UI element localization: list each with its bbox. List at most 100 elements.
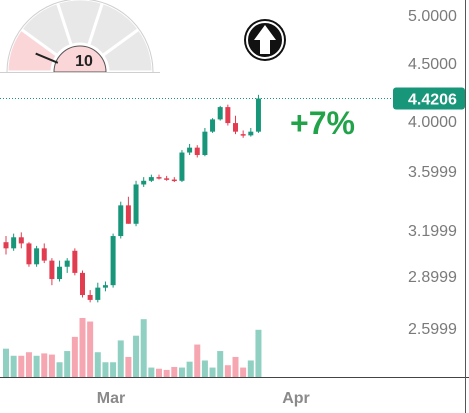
volume-bar: [156, 368, 162, 377]
candle-body: [72, 250, 78, 273]
y-tick-label: 4.0000: [408, 114, 457, 131]
candle-body: [233, 123, 238, 132]
volume-bar: [194, 344, 201, 377]
candle: [133, 180, 139, 227]
candle-body: [240, 134, 246, 136]
candle-body: [26, 243, 32, 265]
candle-body: [255, 98, 261, 132]
volume-bar: [140, 319, 147, 377]
change-percent-label: +7%: [290, 105, 355, 141]
gauge-hub: [53, 45, 107, 73]
candle: [148, 174, 154, 183]
candle: [18, 232, 24, 249]
candle: [34, 245, 40, 267]
gauge-value: 10: [75, 53, 93, 70]
candle-body: [125, 205, 131, 224]
volume-bar: [25, 352, 32, 377]
x-tick-label: Apr: [282, 390, 310, 407]
y-tick-label: 2.5999: [408, 321, 457, 338]
candle: [194, 145, 200, 158]
candle-body: [57, 266, 63, 280]
candle-body: [141, 180, 147, 185]
candle-body: [49, 260, 55, 280]
last-price-label: 4.4206: [408, 92, 457, 109]
volume-bar: [148, 367, 155, 377]
candle: [11, 233, 17, 251]
candle-body: [148, 177, 154, 181]
candle-body: [95, 287, 101, 300]
candle: [141, 177, 147, 187]
candle: [187, 143, 193, 155]
candle: [95, 282, 101, 303]
volume-bar: [87, 321, 94, 377]
volume-bar: [247, 360, 254, 377]
candle: [164, 175, 170, 181]
candle-body: [3, 242, 9, 249]
candle-body: [133, 184, 139, 224]
candle-body: [194, 147, 200, 155]
candle-body: [217, 107, 223, 120]
sentiment-gauge: 10: [0, 0, 160, 74]
volume-bar: [186, 361, 193, 377]
candle: [255, 94, 261, 133]
volume-bar: [71, 336, 78, 377]
volume-bar: [171, 366, 178, 377]
volume-bar: [232, 356, 239, 377]
volume-bar: [255, 329, 262, 377]
candle: [3, 236, 9, 255]
volume-bar: [163, 369, 170, 377]
volume-bar: [209, 367, 216, 377]
candle: [72, 248, 78, 276]
candle-body: [110, 236, 116, 286]
candle: [240, 130, 246, 138]
candle-body: [41, 248, 47, 261]
candle: [171, 177, 177, 183]
volume-bar: [125, 356, 132, 377]
volume-bar: [102, 362, 109, 377]
up-arrow-icon: [244, 19, 286, 61]
candle: [26, 242, 32, 267]
y-tick-label: 3.5999: [408, 164, 457, 181]
candle-body: [156, 177, 162, 179]
candle-body: [80, 272, 85, 295]
volume-bar: [133, 335, 140, 377]
last-price-badge-bg: [393, 87, 465, 110]
volume-bar: [18, 355, 25, 377]
annotations: +7%: [244, 19, 355, 141]
candle-body: [187, 147, 193, 153]
candle: [179, 150, 185, 183]
candle-body: [118, 205, 124, 237]
candle-body: [11, 237, 17, 249]
candle: [110, 233, 116, 288]
candle: [64, 258, 70, 273]
y-tick-label: 3.1999: [408, 223, 457, 240]
candle: [210, 118, 216, 133]
volume-bar: [178, 367, 185, 377]
volume-bar: [33, 355, 40, 377]
y-tick-label: 2.8999: [408, 269, 457, 286]
candle-body: [87, 295, 93, 300]
candle: [217, 105, 223, 121]
candle-body: [248, 131, 254, 136]
candle: [125, 196, 131, 224]
volume-bar: [48, 354, 55, 377]
volume-bar: [224, 365, 231, 377]
volume-bar: [240, 367, 247, 377]
candle: [80, 270, 85, 298]
candle-body: [171, 179, 177, 182]
candle-body: [202, 131, 208, 155]
candle-body: [164, 178, 170, 180]
candle: [57, 260, 63, 282]
y-tick-label: 5.0000: [408, 8, 457, 25]
volume-bar: [94, 352, 101, 377]
last-price-badge: 4.4206: [393, 87, 465, 110]
volume-bar: [201, 360, 208, 377]
gauge-outline: [6, 0, 154, 73]
candle: [49, 258, 55, 286]
y-tick-label: 4.5000: [408, 56, 457, 73]
candle: [233, 115, 238, 135]
candle: [87, 290, 93, 303]
